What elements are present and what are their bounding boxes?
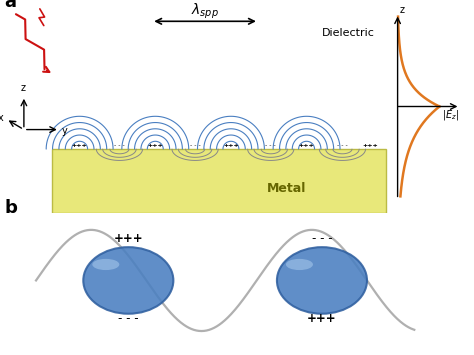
Text: $\lambda_{spp}$: $\lambda_{spp}$ — [191, 1, 219, 21]
Text: - - -: - - - — [265, 143, 276, 148]
Bar — [52, 149, 386, 213]
Text: y: y — [62, 126, 68, 136]
Text: Metal: Metal — [267, 182, 306, 195]
Text: b: b — [5, 198, 18, 217]
Text: z: z — [399, 5, 404, 15]
Text: z: z — [20, 83, 25, 93]
Text: a: a — [4, 0, 16, 11]
Text: - - -: - - - — [114, 143, 125, 148]
Text: +++: +++ — [299, 143, 314, 148]
Text: +++: +++ — [363, 143, 378, 148]
Text: +++: +++ — [113, 232, 143, 245]
Text: Dielectric: Dielectric — [321, 27, 374, 38]
Ellipse shape — [286, 259, 313, 270]
Text: +++: +++ — [307, 312, 337, 325]
Text: - - -: - - - — [190, 143, 201, 148]
Ellipse shape — [83, 247, 173, 314]
Text: x: x — [0, 113, 3, 123]
Text: +++: +++ — [147, 143, 163, 148]
Text: - - -: - - - — [337, 143, 348, 148]
Text: +++: +++ — [223, 143, 239, 148]
Ellipse shape — [92, 259, 119, 270]
Text: $|E_z|$: $|E_z|$ — [442, 108, 459, 122]
Ellipse shape — [277, 247, 367, 314]
Text: - - -: - - - — [118, 312, 139, 325]
Text: +++: +++ — [72, 143, 88, 148]
Text: - - -: - - - — [311, 232, 332, 245]
